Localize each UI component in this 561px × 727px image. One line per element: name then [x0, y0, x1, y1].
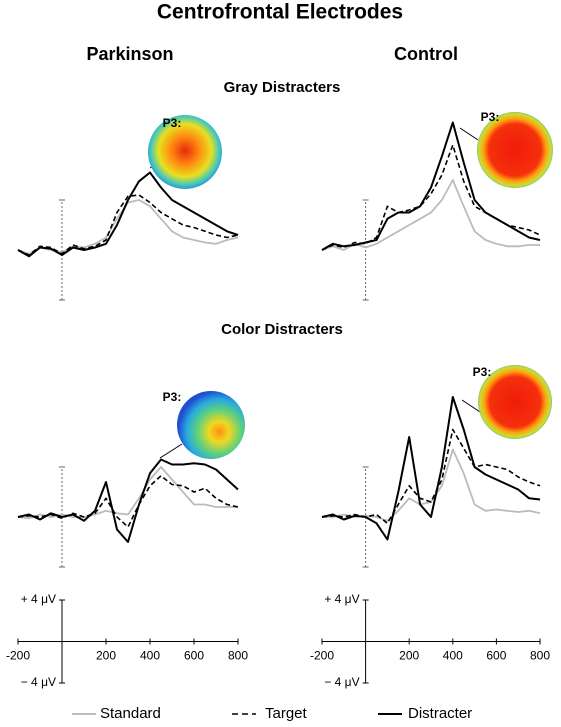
legend-label: Target	[265, 705, 308, 722]
figure-title: Centrofrontal Electrodes	[157, 1, 403, 24]
x-tick-label: 200	[96, 649, 116, 663]
erp-line	[17, 466, 238, 520]
topomap-label: P3:	[163, 390, 182, 404]
y-tick-label: − 4 μV	[324, 675, 359, 689]
column-title: Control	[394, 44, 458, 64]
topomap-label: P3:	[163, 116, 182, 130]
topomap-head	[148, 115, 222, 189]
topomap-label: P3:	[481, 110, 500, 124]
erp-line	[17, 458, 239, 543]
topomap: P3:	[461, 365, 552, 439]
legend-label: Standard	[100, 705, 161, 722]
erp-line	[321, 121, 541, 251]
topomap: P3:	[459, 110, 553, 188]
x-tick-label: 600	[184, 649, 204, 663]
pointer	[459, 127, 479, 141]
legend-label: Distracter	[408, 705, 472, 722]
x-tick-label: -200	[310, 649, 334, 663]
x-tick-label: 800	[530, 649, 550, 663]
x-tick-label: 200	[399, 649, 419, 663]
row-title: Color Distracters	[221, 321, 343, 338]
topomap: P3:	[159, 390, 245, 459]
topomap-head	[477, 112, 553, 188]
x-tick-label: 600	[486, 649, 506, 663]
x-tick-label: 400	[443, 649, 463, 663]
topomap-label: P3:	[473, 365, 492, 379]
erp-line	[17, 475, 239, 528]
column-title: Parkinson	[86, 44, 173, 64]
x-tick-label: -200	[6, 649, 30, 663]
topomap-head	[478, 365, 552, 439]
erp-line	[321, 428, 541, 525]
topomap-head	[177, 391, 245, 459]
pointer	[159, 443, 183, 459]
erp-line	[17, 199, 239, 255]
y-tick-label: + 4 μV	[324, 592, 359, 606]
y-tick-label: + 4 μV	[21, 592, 56, 606]
y-tick-label: − 4 μV	[21, 675, 56, 689]
erp-line	[321, 396, 541, 541]
topomap: P3:	[148, 115, 222, 189]
x-tick-label: 400	[140, 649, 160, 663]
pointer	[461, 399, 481, 413]
erp-line	[17, 194, 239, 256]
x-tick-label: 800	[228, 649, 248, 663]
erp-line	[17, 171, 239, 258]
row-title: Gray Distracters	[224, 79, 341, 96]
erp-line	[321, 179, 540, 251]
